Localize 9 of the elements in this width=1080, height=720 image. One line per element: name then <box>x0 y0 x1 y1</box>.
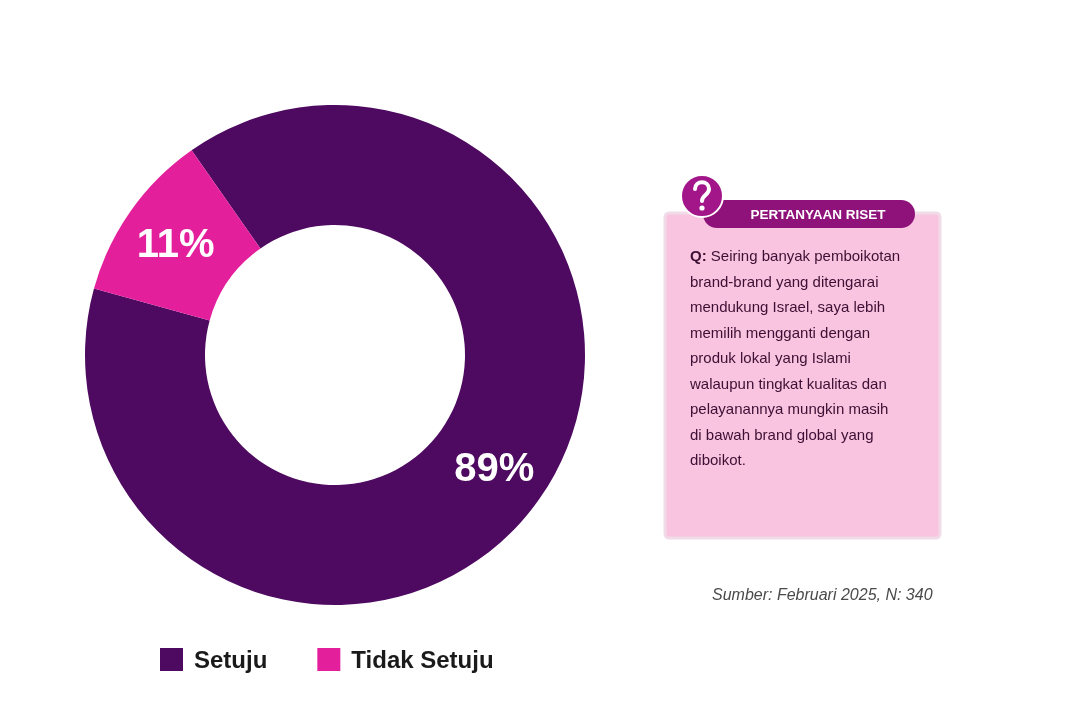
donut-slice <box>93 150 261 321</box>
legend-label: Tidak Setuju <box>351 646 494 674</box>
text: Q: Seiring banyak pemboikotan brand-brand yang ditengarai mendukung Israel, saya lebih memilih mengganti dengan produk lokal yang Islami walaupun tingkat kualitas dan pelayanannya mungkin masih di bawah brand global yang diboikot. <box>690 247 901 468</box>
donut-slice <box>85 105 585 605</box>
data-label: 89% <box>454 445 535 490</box>
text: Sumber: Februari 2025, N: 340 <box>712 586 933 603</box>
text: PERTANYAAN RISET <box>750 206 887 222</box>
data-label: 11% <box>136 220 215 265</box>
legend-label: Setuju <box>194 646 268 674</box>
